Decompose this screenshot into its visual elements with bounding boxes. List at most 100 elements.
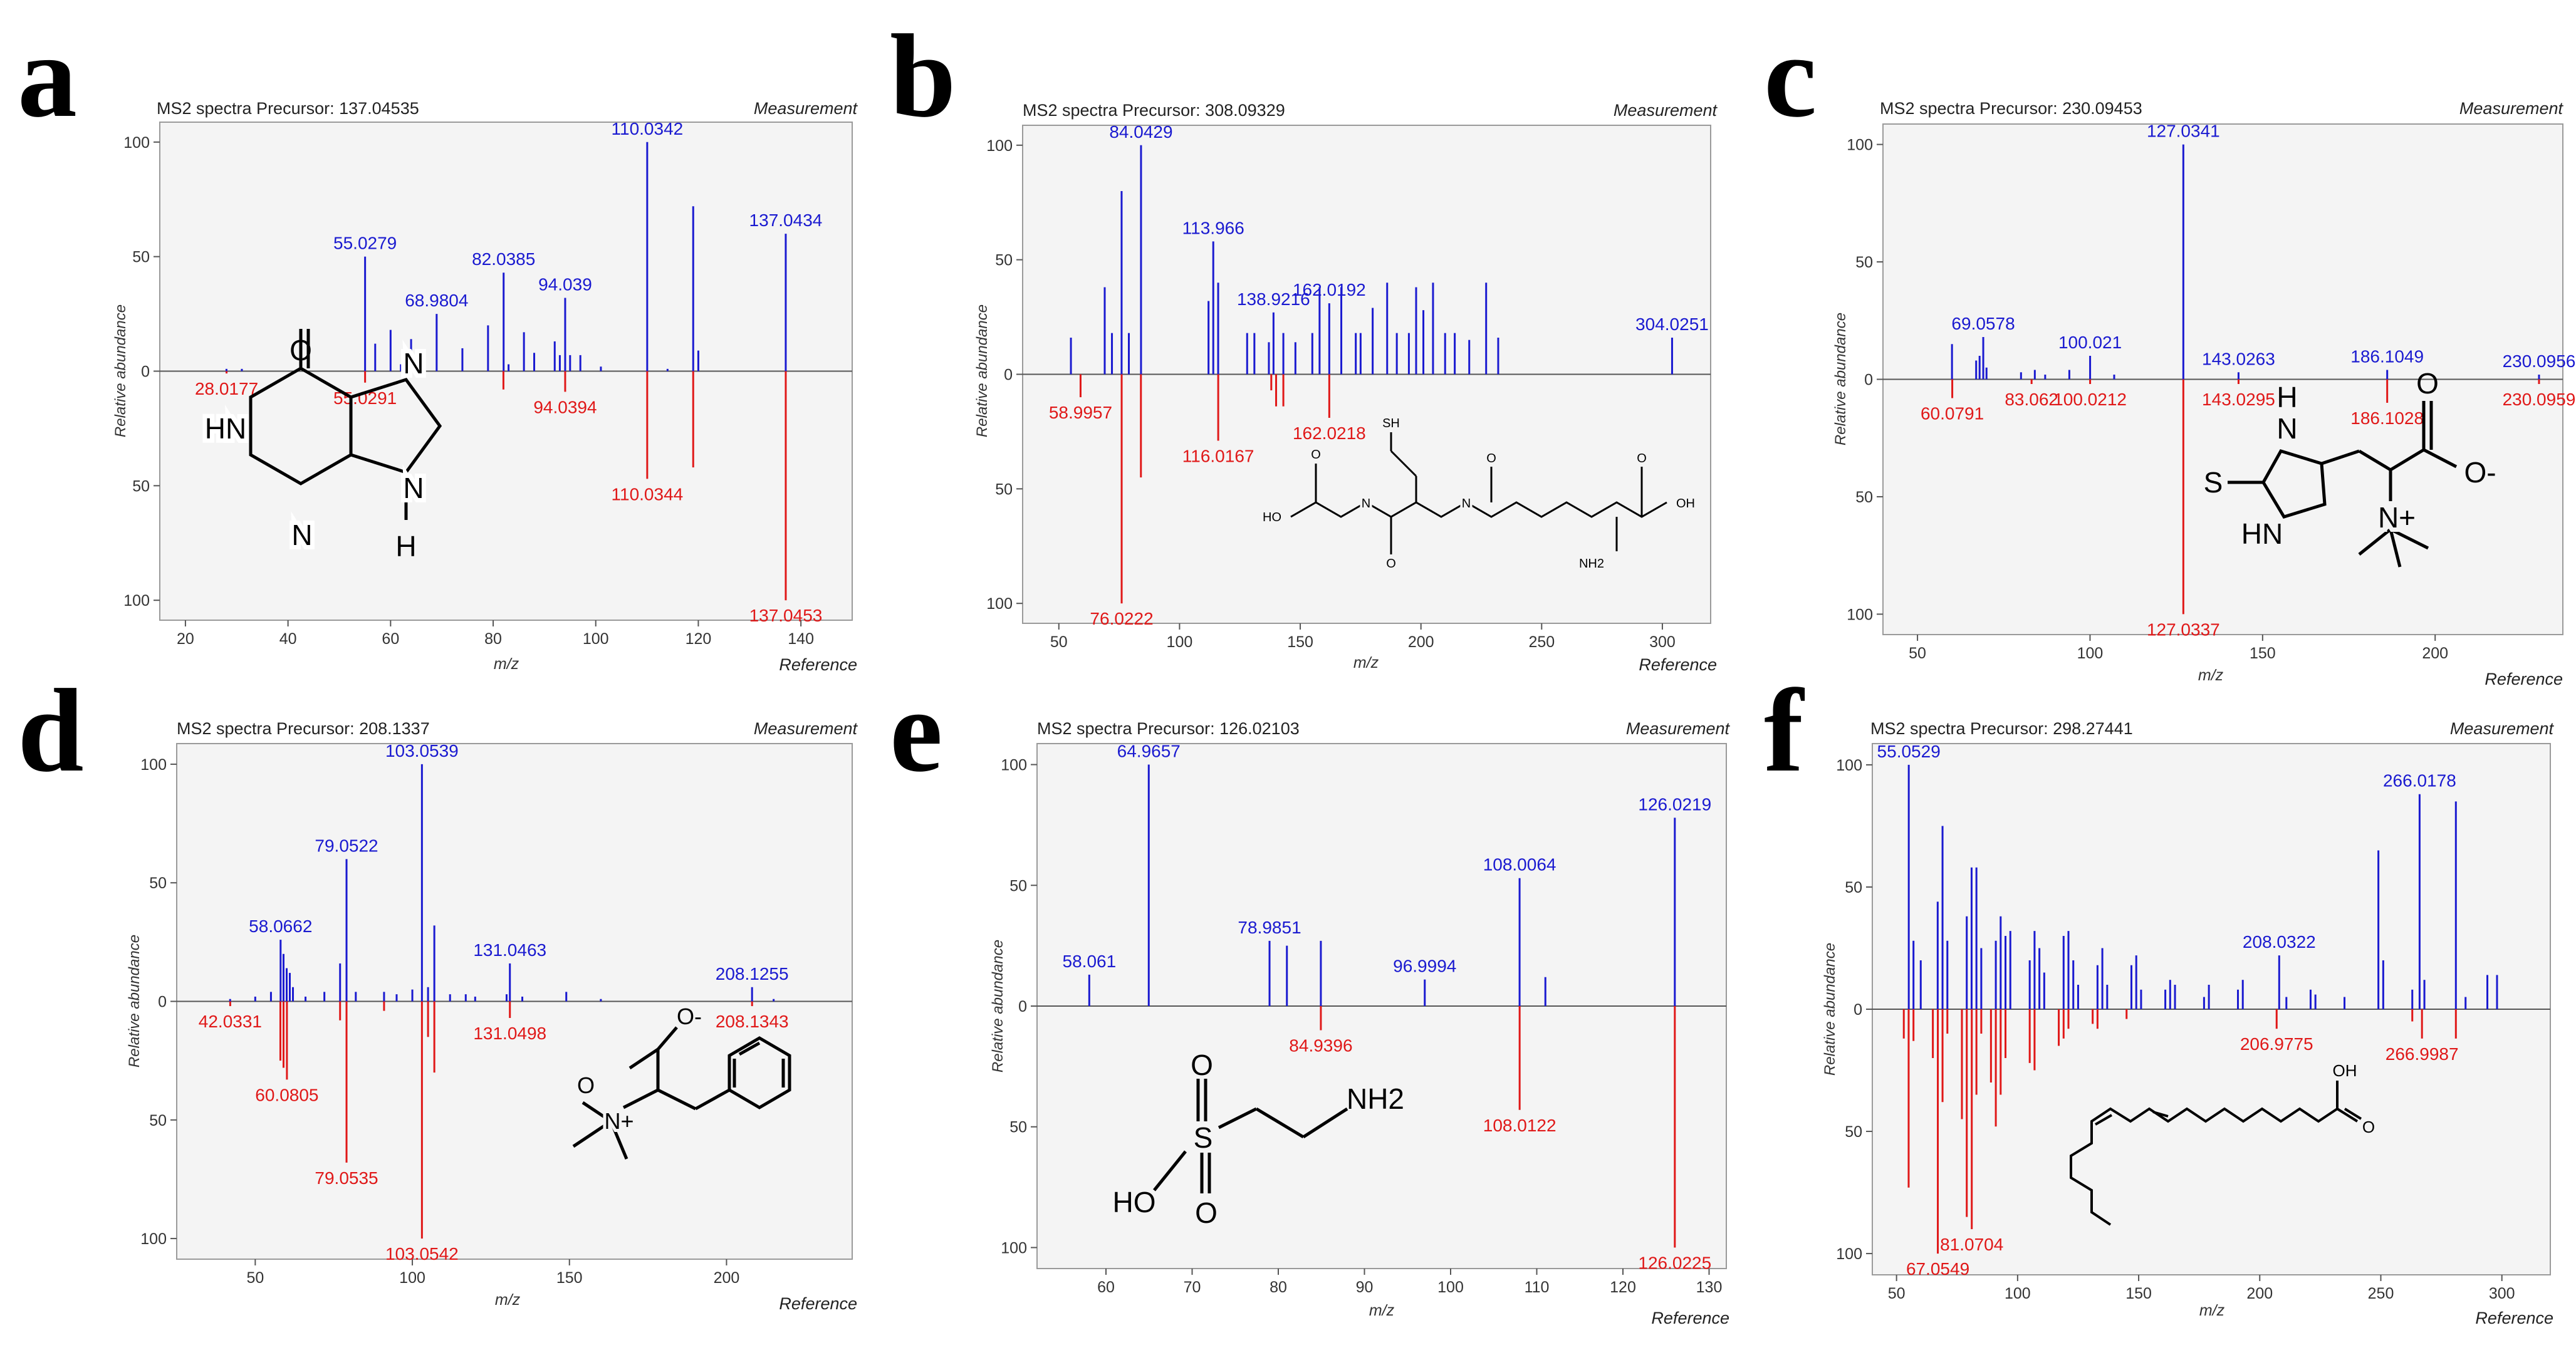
y-tick-label: 50: [995, 480, 1013, 498]
x-tick-label: 20: [177, 630, 194, 648]
x-axis-label: m/z: [1369, 1302, 1395, 1319]
x-axis-label: m/z: [2198, 667, 2224, 684]
reference-peak-label: 143.0295: [2202, 390, 2275, 409]
panel-letter: b: [890, 11, 956, 142]
x-tick-label: 130: [1696, 1279, 1723, 1296]
hypoxanthine-structure: [249, 329, 442, 520]
measurement-peak-label: 78.9851: [1238, 918, 1301, 937]
y-tick-label: 50: [1009, 1119, 1027, 1136]
reference-label: Reference: [2485, 670, 2563, 688]
molecule-bond: [622, 1088, 659, 1109]
molecule-atom: O: [1637, 452, 1647, 465]
panel-b: b MS2 spectra Precursor: 308.09329 Measu…: [890, 11, 1718, 674]
molecule-atom: OH: [1676, 497, 1695, 511]
measurement-peak-label: 113.966: [1182, 218, 1244, 237]
y-tick-label: 50: [132, 477, 150, 495]
reference-peak-label: 208.1343: [716, 1012, 789, 1031]
x-tick-label: 100: [1437, 1279, 1464, 1296]
y-tick-label: 100: [140, 1230, 167, 1248]
x-axis-label: m/z: [2199, 1302, 2225, 1319]
y-tick-label: 50: [1855, 489, 1873, 506]
y-axis-label: Relative abundance: [126, 935, 143, 1067]
molecule-atom: N: [403, 347, 424, 380]
x-tick-label: 80: [1270, 1279, 1287, 1296]
reference-peak-label: 230.0959: [2503, 390, 2576, 409]
measurement-label: Measurement: [2459, 99, 2564, 118]
measurement-peak-label: 138.9216: [1237, 289, 1310, 309]
molecule-bond: [2344, 1108, 2362, 1120]
molecule-bond: [738, 1041, 761, 1056]
molecule-bond: [2358, 528, 2392, 556]
molecule-bond: [1153, 1150, 1187, 1191]
molecule-bond: [2422, 448, 2458, 469]
x-tick-label: 140: [788, 630, 814, 648]
glutathione-structure: [1290, 432, 1667, 554]
panel-letter: d: [18, 665, 84, 797]
molecule-atom: N+: [604, 1108, 634, 1134]
taurine-structure: [1153, 1079, 1348, 1193]
reference-peak-label: 126.0225: [1638, 1253, 1711, 1272]
molecule-bond: [2358, 449, 2392, 472]
molecule-atom: N: [1462, 497, 1471, 511]
x-tick-label: 150: [556, 1269, 583, 1287]
measurement-peak-label: 127.0341: [2147, 122, 2220, 141]
panel-letter: a: [18, 11, 77, 142]
y-tick-label: 50: [1845, 879, 1862, 896]
x-tick-label: 50: [1909, 645, 1926, 662]
measurement-peak-label: 266.0178: [2383, 771, 2456, 791]
molecule-bond: [657, 1026, 678, 1051]
reference-peak-label: 103.0542: [385, 1244, 459, 1264]
plot-area: 0 50 100 50 100 50 100 150 200 69.0578 100.021 127.…: [1847, 122, 2575, 662]
molecule-bond: [2336, 1108, 2359, 1123]
chart-title: MS2 spectra Precursor: 308.09329: [1023, 101, 1285, 120]
molecule-atom: O: [1195, 1197, 1218, 1229]
molecule-bond: [694, 1088, 731, 1111]
plot-area: 0 50 100 50 100 50 100 150 200 58.0662 79.0522 103.…: [140, 741, 853, 1287]
y-axis-label: Relative abundance: [989, 940, 1006, 1072]
y-tick-label: 100: [986, 137, 1013, 155]
molecule-bond: [2321, 449, 2360, 465]
molecule-atom: N+: [2378, 501, 2416, 534]
x-tick-label: 50: [246, 1269, 264, 1287]
measurement-peak-label: 96.9994: [1393, 957, 1456, 976]
x-tick-label: 300: [1649, 633, 1676, 651]
reference-peak-label: 110.0344: [612, 484, 684, 504]
x-tick-label: 150: [2125, 1285, 2152, 1302]
measurement-peak-label: 126.0219: [1638, 794, 1711, 814]
y-tick-label: 0: [158, 994, 167, 1011]
measurement-peak-label: 100.021: [2058, 333, 2122, 352]
plot-area: 0 50 100 50 100 50 100 150 200 250 300 84.0429 113.9…: [986, 122, 1711, 651]
molecule-atom: S: [1194, 1121, 1213, 1154]
molecule-atom: O: [577, 1072, 595, 1098]
y-tick-label: 0: [141, 363, 150, 381]
y-tick-label: 0: [1864, 371, 1873, 389]
molecule-bond: [581, 1101, 612, 1123]
y-tick-label: 50: [149, 1112, 167, 1129]
reference-peak-label: 266.9987: [2386, 1044, 2459, 1064]
reference-peak-label: 76.0222: [1090, 609, 1153, 628]
panel-c: c MS2 spectra Precursor: 230.09453 Measu…: [1764, 11, 2575, 688]
y-tick-label: 100: [140, 756, 167, 774]
chart-title: MS2 spectra Precursor: 137.04535: [157, 99, 419, 118]
x-tick-label: 100: [583, 630, 609, 648]
x-tick-label: 200: [714, 1269, 740, 1287]
molecule-bond: [572, 1119, 612, 1148]
x-tick-label: 110: [1525, 1279, 1550, 1296]
molecule-atom: N: [1362, 497, 1370, 511]
measurement-label: Measurement: [2450, 719, 2555, 738]
y-tick-label: 50: [995, 252, 1013, 269]
molecule-bond: [1302, 1107, 1348, 1139]
reference-peak-label: 127.0337: [2147, 620, 2220, 639]
molecule-atom: N: [403, 472, 424, 504]
y-tick-label: 50: [1009, 877, 1027, 895]
molecule-bond: [2389, 527, 2429, 550]
y-tick-label: 100: [1836, 757, 1862, 774]
molecule-atom: O: [1486, 452, 1496, 465]
reference-peak-label: 94.0394: [533, 397, 597, 417]
y-tick-label: 100: [1001, 1239, 1027, 1257]
x-axis-label: m/z: [1353, 654, 1379, 672]
reference-peak-label: 58.9957: [1049, 403, 1112, 422]
molecule-atom: O: [1311, 448, 1321, 462]
reference-peak-label: 83.062: [2005, 390, 2058, 409]
